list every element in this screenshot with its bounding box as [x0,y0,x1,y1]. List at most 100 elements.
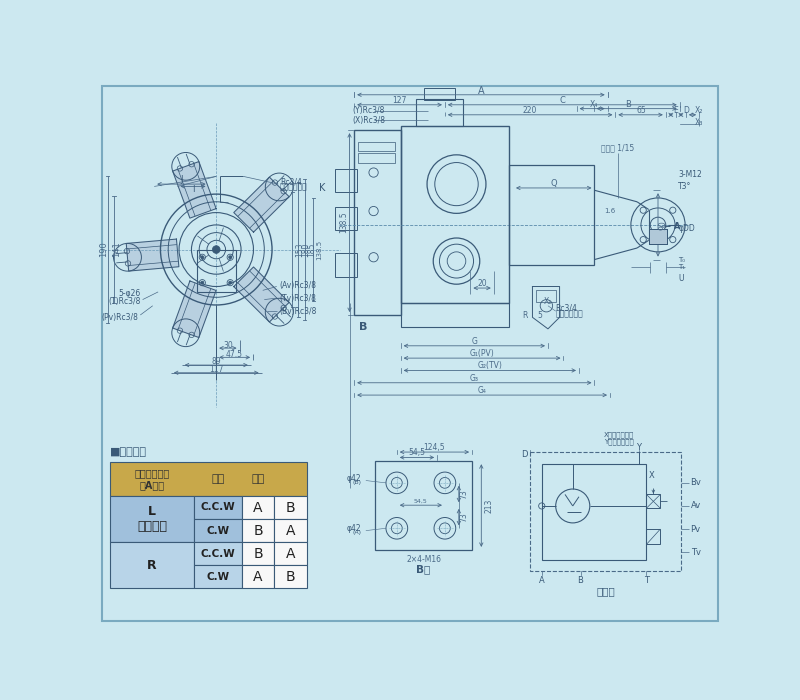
Text: 138.5: 138.5 [339,212,348,233]
Text: (T)Rc3/8: (T)Rc3/8 [108,298,140,307]
Text: J: J [180,175,182,184]
Text: ドレンプラグ: ドレンプラグ [556,309,583,318]
Bar [194,542,242,566]
Text: 153: 153 [295,242,304,257]
Text: 138.5: 138.5 [316,239,322,260]
Text: φDD: φDD [678,224,695,233]
Text: (Pv)Rc3/8: (Pv)Rc3/8 [101,313,138,322]
Text: G₄: G₄ [478,386,486,395]
Bar [242,566,274,588]
Text: 3-M12: 3-M12 [678,170,702,179]
Text: A: A [478,86,484,96]
Bar [274,566,307,588]
Text: U: U [678,274,684,284]
Text: X₃: X₃ [695,118,703,127]
Text: 5: 5 [538,312,542,321]
Text: T₁: T₁ [678,265,685,270]
Text: X₁: X₁ [544,298,552,307]
Text: 117: 117 [209,365,223,375]
Text: 30: 30 [223,340,233,349]
Text: B: B [578,576,583,585]
Text: C.C.W: C.C.W [201,549,235,559]
Bar [536,290,556,302]
Text: (Tv)Rc3/8: (Tv)Rc3/8 [279,293,316,302]
Bar [358,153,395,162]
Text: C: C [559,97,566,106]
Text: ■回転方向: ■回転方向 [110,447,147,456]
Text: (Bv)Rc3/8: (Bv)Rc3/8 [279,307,316,316]
Polygon shape [173,162,216,218]
Text: 回路図: 回路図 [596,587,615,596]
Text: 軸端より見て
（A視）: 軸端より見て （A視） [134,468,170,490]
Text: X₂: X₂ [695,106,703,116]
Circle shape [229,281,232,284]
Text: 141: 141 [113,241,122,258]
Text: 73: 73 [459,512,468,522]
Bar [274,496,307,519]
Text: 73: 73 [459,489,468,499]
Bar [401,126,509,304]
Text: 185: 185 [308,242,317,257]
Text: T3°: T3° [678,182,691,191]
Text: 54,5: 54,5 [409,448,426,457]
Text: G₃: G₃ [470,374,479,383]
Text: C.C.W: C.C.W [201,503,235,512]
Circle shape [201,256,204,259]
Bar [335,169,357,192]
Polygon shape [234,267,289,322]
Text: D: D [683,106,689,116]
Circle shape [201,281,204,284]
Text: A: A [286,524,295,538]
Text: ドレンポート: ドレンポート [280,183,307,192]
Text: (Av)Rc3/8: (Av)Rc3/8 [279,281,316,290]
Text: B視: B視 [417,564,430,574]
Bar [110,542,194,588]
Bar [530,452,682,571]
Text: 47.5: 47.5 [226,350,242,359]
Text: 給油: 給油 [211,474,225,484]
Bar [646,494,660,508]
Text: φ42: φ42 [346,524,361,533]
Bar [194,496,242,519]
Bar [242,519,274,542]
Bar [424,88,455,100]
Text: L
（標準）: L （標準） [137,505,167,533]
Text: A: A [254,500,263,514]
Bar [242,542,274,566]
Text: 65: 65 [636,106,646,116]
Text: B: B [286,570,295,584]
Bar [274,519,307,542]
Text: Yより給油位置: Yより給油位置 [604,439,634,445]
Bar [646,529,660,545]
Circle shape [229,256,232,259]
Text: φ42: φ42 [346,474,361,483]
Bar [110,496,194,542]
Text: 180: 180 [302,242,310,257]
Text: K: K [319,183,326,193]
Text: B: B [254,524,263,538]
Text: Rc3/4: Rc3/4 [280,177,302,186]
Text: 2×4-M16: 2×4-M16 [406,554,441,564]
Text: G₂(TV): G₂(TV) [478,361,502,370]
Text: Y: Y [636,443,641,452]
Text: C.W: C.W [206,572,230,582]
Text: 213: 213 [485,498,494,513]
Text: I: I [192,185,194,194]
Text: ← A: ← A [664,222,680,231]
Text: (X)Rc3/8: (X)Rc3/8 [353,116,386,125]
Text: R: R [147,559,157,572]
Text: T₀: T₀ [678,257,685,262]
Bar [354,130,401,315]
Bar [194,566,242,588]
Text: B: B [254,547,263,561]
Text: R: R [522,312,527,321]
Text: テーパ 1/15: テーパ 1/15 [601,144,634,153]
Text: B: B [626,100,631,109]
Text: Rc3/4: Rc3/4 [556,304,578,313]
Text: 20: 20 [478,279,487,288]
Text: (A): (A) [352,531,361,536]
Text: T: T [644,576,649,585]
Bar [197,250,236,292]
Text: C.W: C.W [206,526,230,536]
Bar [335,207,357,230]
